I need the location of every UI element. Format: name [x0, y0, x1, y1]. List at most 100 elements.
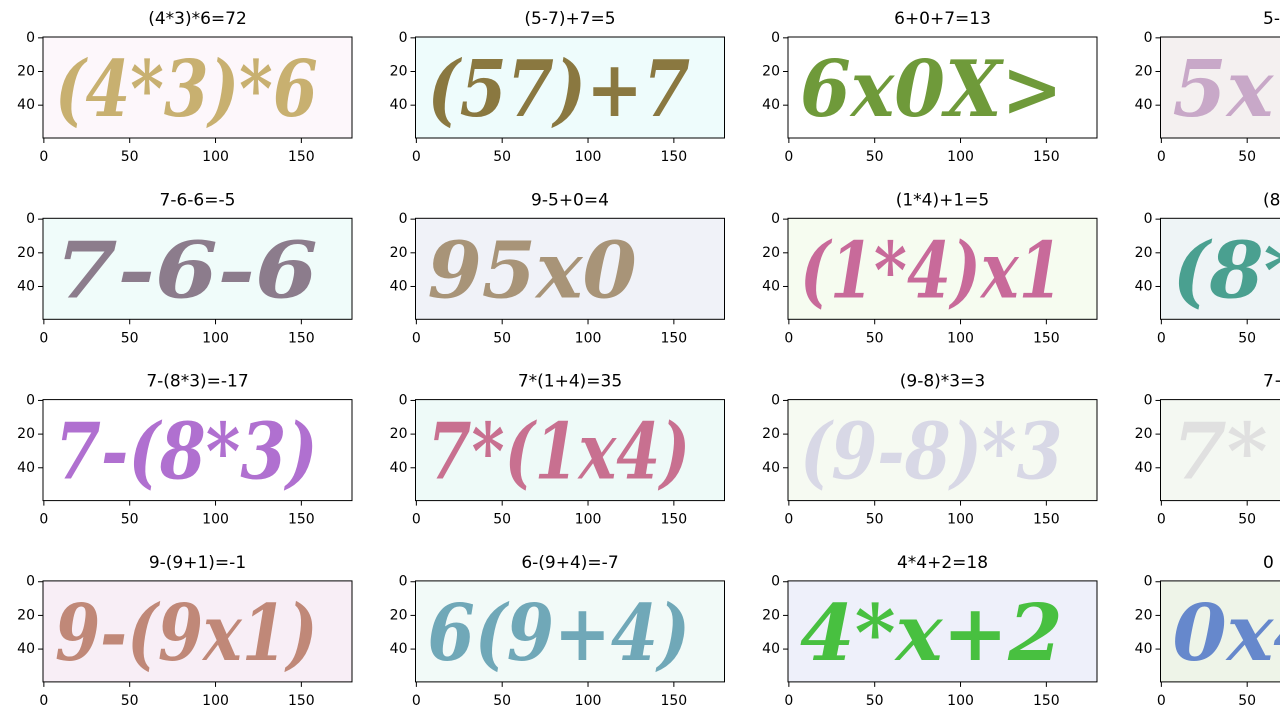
x-tick-label: 0	[1157, 512, 1166, 528]
x-tick-label: 150	[660, 149, 687, 165]
y-tick-label: 20	[762, 245, 780, 261]
y-tick-label: 40	[17, 97, 35, 113]
x-tick-label: 50	[493, 330, 511, 346]
y-tick-label: 20	[390, 607, 408, 623]
x-tick-label: 100	[202, 512, 229, 528]
y-tick-label: 0	[1144, 392, 1153, 408]
panel-title: (4*3)*6=72	[148, 9, 247, 29]
y-tick-label: 20	[17, 245, 35, 261]
captcha-glyphs: 6(9+4)	[428, 588, 691, 679]
y-tick-label: 20	[1135, 426, 1153, 442]
y-tick-label: 40	[17, 278, 35, 294]
y-tick-label: 0	[26, 211, 35, 227]
captcha-glyphs: 7-(8*3)	[55, 407, 318, 498]
x-tick-label: 0	[39, 149, 48, 165]
y-tick-label: 0	[26, 30, 35, 46]
x-tick-label: 150	[660, 693, 687, 709]
x-tick-label: 50	[493, 693, 511, 709]
x-tick-label: 0	[1157, 693, 1166, 709]
y-tick-label: 0	[399, 30, 408, 46]
x-tick-label: 50	[121, 149, 139, 165]
captcha-glyphs: (4*3)*6	[55, 44, 318, 135]
y-tick-label: 0	[399, 211, 408, 227]
x-tick-label: 50	[1238, 330, 1256, 346]
y-tick-label: 40	[390, 278, 408, 294]
captcha-glyphs: (57)+7	[428, 44, 691, 135]
x-tick-label: 150	[1033, 693, 1060, 709]
panel-title: 7+	[1263, 372, 1280, 392]
x-tick-label: 100	[947, 512, 974, 528]
y-tick-label: 40	[1135, 278, 1153, 294]
x-tick-label: 0	[784, 330, 793, 346]
panel-title: 7-(8*3)=-17	[146, 372, 248, 392]
panel-title: 4*4+2=18	[897, 553, 988, 573]
y-tick-label: 40	[1135, 97, 1153, 113]
x-tick-label: 100	[947, 693, 974, 709]
y-tick-label: 20	[390, 245, 408, 261]
y-tick-label: 20	[762, 426, 780, 442]
x-tick-label: 100	[947, 330, 974, 346]
panel-title: 6+0+7=13	[894, 9, 991, 29]
x-tick-label: 100	[202, 330, 229, 346]
y-tick-label: 20	[762, 607, 780, 623]
x-tick-label: 150	[1033, 512, 1060, 528]
y-tick-label: 40	[1135, 460, 1153, 476]
y-tick-label: 20	[390, 426, 408, 442]
x-tick-label: 150	[1033, 149, 1060, 165]
x-tick-label: 100	[202, 693, 229, 709]
captcha-glyphs: (9-8)*3	[800, 407, 1063, 498]
x-tick-label: 150	[288, 693, 315, 709]
x-tick-label: 0	[412, 512, 421, 528]
x-tick-label: 100	[575, 149, 602, 165]
y-tick-label: 0	[26, 574, 35, 590]
x-tick-label: 100	[575, 512, 602, 528]
x-tick-label: 50	[121, 693, 139, 709]
panel-title: 9-5+0=4	[531, 190, 609, 210]
y-tick-label: 0	[1144, 211, 1153, 227]
x-tick-label: 0	[784, 512, 793, 528]
y-tick-label: 0	[26, 392, 35, 408]
y-tick-label: 40	[390, 641, 408, 657]
y-tick-label: 0	[771, 392, 780, 408]
y-tick-label: 40	[762, 97, 780, 113]
panel-title: 7-6-6=-5	[160, 190, 236, 210]
x-tick-label: 50	[866, 330, 884, 346]
y-tick-label: 20	[17, 64, 35, 80]
x-tick-label: 50	[1238, 693, 1256, 709]
y-tick-label: 0	[771, 574, 780, 590]
x-tick-label: 100	[575, 693, 602, 709]
y-tick-label: 40	[390, 97, 408, 113]
captcha-glyphs: 95x0	[428, 225, 637, 316]
y-tick-label: 40	[17, 641, 35, 657]
captcha-glyphs: 7-6-6	[55, 225, 318, 316]
y-tick-label: 0	[1144, 30, 1153, 46]
x-tick-label: 50	[866, 693, 884, 709]
panel-title: 6-(9+4)=-7	[521, 553, 618, 573]
panel-title: 5-	[1263, 9, 1280, 29]
y-tick-label: 20	[1135, 64, 1153, 80]
x-tick-label: 150	[288, 512, 315, 528]
y-tick-label: 40	[762, 460, 780, 476]
x-tick-label: 50	[121, 330, 139, 346]
x-tick-label: 50	[1238, 512, 1256, 528]
captcha-glyphs: 5x	[1173, 44, 1275, 135]
captcha-glyphs: 4*x+2	[800, 588, 1063, 679]
x-tick-label: 50	[866, 149, 884, 165]
x-tick-label: 0	[784, 149, 793, 165]
y-tick-label: 40	[17, 460, 35, 476]
x-tick-label: 150	[1033, 330, 1060, 346]
panel-title: (9-8)*3=3	[900, 372, 985, 392]
panel-title: (5-7)+7=5	[524, 9, 615, 29]
captcha-glyphs: 7*(1x4)	[428, 407, 691, 498]
